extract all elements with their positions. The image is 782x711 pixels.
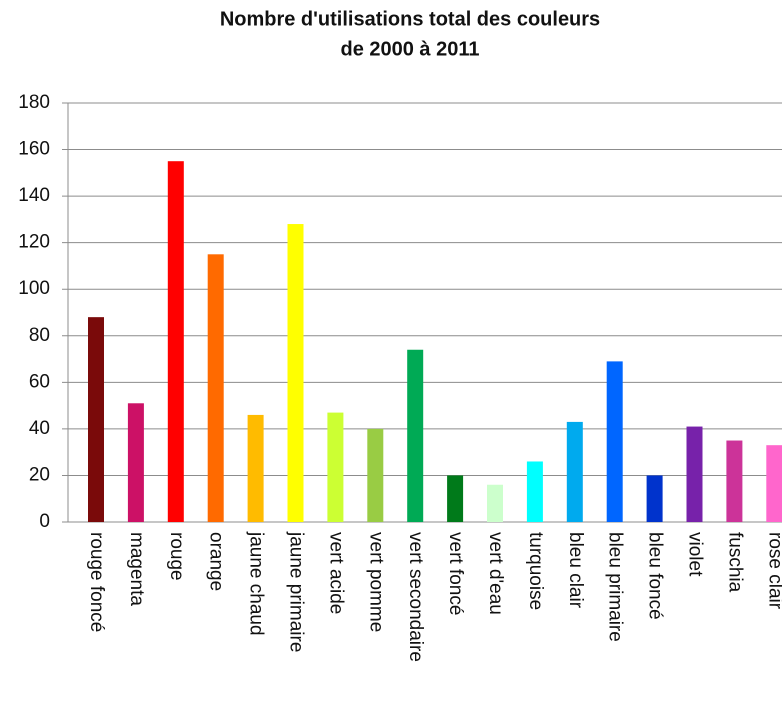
bar bbox=[566, 421, 583, 522]
x-tick-label: turquoise bbox=[525, 532, 546, 610]
y-tick-label: 180 bbox=[18, 92, 50, 113]
x-tick-label: jaune primaire bbox=[285, 531, 306, 652]
bar bbox=[447, 475, 464, 522]
y-tick-label: 0 bbox=[39, 511, 50, 532]
bar bbox=[766, 445, 782, 522]
x-tick-label: vert d'eau bbox=[485, 532, 506, 615]
bar bbox=[487, 484, 503, 522]
chart-title: Nombre d'utilisations total des couleurs bbox=[220, 8, 600, 30]
bar bbox=[646, 475, 663, 522]
x-tick-label: magenta bbox=[126, 532, 147, 606]
chart-title: de 2000 à 2011 bbox=[340, 38, 479, 60]
x-tick-label: fuschia bbox=[724, 532, 745, 593]
bar bbox=[726, 440, 743, 522]
bar bbox=[287, 224, 304, 523]
x-tick-label: rouge foncé bbox=[86, 532, 107, 632]
x-tick-label: violet bbox=[684, 532, 705, 577]
bar bbox=[367, 428, 384, 522]
y-tick-label: 60 bbox=[29, 371, 50, 392]
bar bbox=[407, 349, 424, 522]
bar bbox=[207, 254, 224, 523]
x-tick-label: vert acide bbox=[325, 532, 346, 614]
x-tick-label: bleu foncé bbox=[645, 532, 666, 620]
y-tick-label: 160 bbox=[18, 139, 50, 160]
x-tick-label: bleu primaire bbox=[605, 532, 626, 642]
x-tick-label: vert foncé bbox=[445, 532, 466, 615]
x-tick-label: vert pomme bbox=[365, 532, 386, 632]
x-tick-label: vert secondaire bbox=[405, 532, 426, 662]
x-tick-label: rose clair bbox=[764, 532, 782, 610]
y-tick-label: 40 bbox=[29, 418, 50, 439]
y-tick-label: 120 bbox=[18, 232, 50, 253]
y-tick-label: 80 bbox=[29, 325, 50, 346]
x-tick-label: rouge bbox=[166, 532, 187, 581]
bar bbox=[606, 361, 623, 522]
bar bbox=[127, 403, 144, 522]
x-tick-label: orange bbox=[206, 532, 227, 591]
bar bbox=[88, 317, 104, 522]
bar bbox=[247, 414, 264, 522]
y-tick-label: 20 bbox=[29, 464, 50, 485]
x-tick-label: jaune chaud bbox=[246, 531, 267, 636]
bar bbox=[686, 426, 703, 522]
bar bbox=[327, 412, 344, 522]
y-tick-label: 140 bbox=[18, 185, 50, 206]
y-tick-label: 100 bbox=[18, 278, 50, 299]
bar bbox=[167, 161, 184, 522]
bar bbox=[526, 461, 543, 522]
x-tick-label: bleu clair bbox=[565, 532, 586, 609]
